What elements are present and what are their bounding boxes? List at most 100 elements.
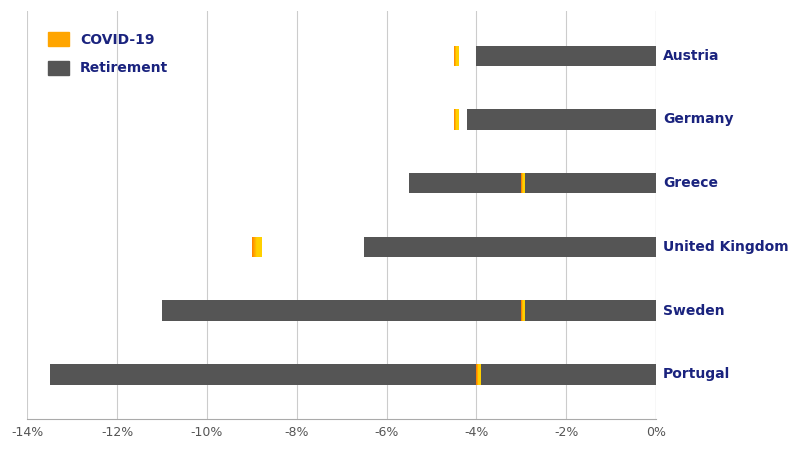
Bar <box>478 364 480 385</box>
Bar <box>454 109 457 130</box>
Bar <box>253 237 258 257</box>
Bar <box>454 45 457 66</box>
Bar <box>254 237 259 257</box>
Bar <box>477 364 479 385</box>
Bar <box>522 301 524 321</box>
Bar <box>522 301 524 321</box>
Bar <box>522 173 524 194</box>
Bar <box>456 45 458 66</box>
Bar <box>455 45 458 66</box>
Bar <box>522 301 524 321</box>
Bar <box>477 364 479 385</box>
Bar <box>455 45 458 66</box>
Text: Germany: Germany <box>663 112 734 126</box>
Bar <box>455 45 458 66</box>
Bar <box>456 45 458 66</box>
Bar <box>522 173 524 194</box>
Bar <box>478 364 480 385</box>
Bar <box>255 237 260 257</box>
Bar <box>256 237 262 257</box>
Bar <box>477 364 479 385</box>
Bar <box>522 301 524 321</box>
Bar <box>522 301 523 321</box>
Bar <box>255 237 260 257</box>
Bar <box>454 45 457 66</box>
Bar <box>522 173 524 194</box>
Bar <box>522 173 524 194</box>
Bar <box>255 237 260 257</box>
Bar <box>454 45 457 66</box>
Bar <box>477 364 479 385</box>
Bar <box>522 173 524 194</box>
Bar <box>522 301 523 321</box>
Bar <box>478 364 480 385</box>
Bar <box>522 173 523 194</box>
Bar <box>456 109 458 130</box>
Bar <box>478 364 480 385</box>
Bar <box>522 173 524 194</box>
Bar <box>454 45 457 66</box>
Text: Portugal: Portugal <box>663 367 730 381</box>
Bar <box>454 109 457 130</box>
Bar <box>523 173 525 194</box>
Bar <box>454 109 457 130</box>
Bar <box>255 237 260 257</box>
Bar <box>478 364 480 385</box>
Bar <box>522 173 523 194</box>
Bar <box>522 301 524 321</box>
Bar <box>522 301 524 321</box>
Bar <box>455 45 458 66</box>
Bar <box>256 237 261 257</box>
Bar <box>476 45 656 66</box>
Bar <box>522 301 524 321</box>
Bar <box>455 109 458 130</box>
Bar <box>456 109 459 130</box>
Bar <box>522 173 523 194</box>
Bar <box>478 364 480 385</box>
Bar <box>522 301 523 321</box>
Bar <box>478 364 481 385</box>
Bar <box>522 301 523 321</box>
Bar <box>522 301 523 321</box>
Bar <box>456 109 458 130</box>
Bar <box>478 364 481 385</box>
Bar <box>455 109 458 130</box>
Bar <box>522 301 524 321</box>
Bar <box>522 301 524 321</box>
Bar <box>455 109 458 130</box>
Bar <box>522 301 525 321</box>
Bar <box>522 301 524 321</box>
Bar <box>254 237 259 257</box>
Bar <box>522 173 523 194</box>
Bar <box>522 301 523 321</box>
Bar <box>522 173 523 194</box>
Bar <box>477 364 479 385</box>
Legend: COVID-19, Retirement: COVID-19, Retirement <box>34 18 182 90</box>
Bar <box>522 173 525 194</box>
Bar <box>478 364 480 385</box>
Bar <box>456 109 458 130</box>
Bar <box>522 173 525 194</box>
Bar <box>522 301 525 321</box>
Bar <box>253 237 258 257</box>
Bar <box>254 237 258 257</box>
Bar <box>254 237 259 257</box>
Bar <box>522 301 524 321</box>
Bar <box>477 364 478 385</box>
Bar <box>253 237 258 257</box>
Bar <box>456 109 458 130</box>
Bar <box>522 173 524 194</box>
Bar <box>523 301 525 321</box>
Bar <box>478 364 481 385</box>
Bar <box>522 173 524 194</box>
Bar <box>478 364 480 385</box>
Bar <box>454 109 457 130</box>
Bar <box>254 237 259 257</box>
Bar <box>456 45 458 66</box>
Bar <box>456 45 458 66</box>
Bar <box>454 109 458 130</box>
Bar <box>456 45 458 66</box>
Bar <box>522 301 524 321</box>
Bar <box>252 237 257 257</box>
Bar <box>477 364 479 385</box>
